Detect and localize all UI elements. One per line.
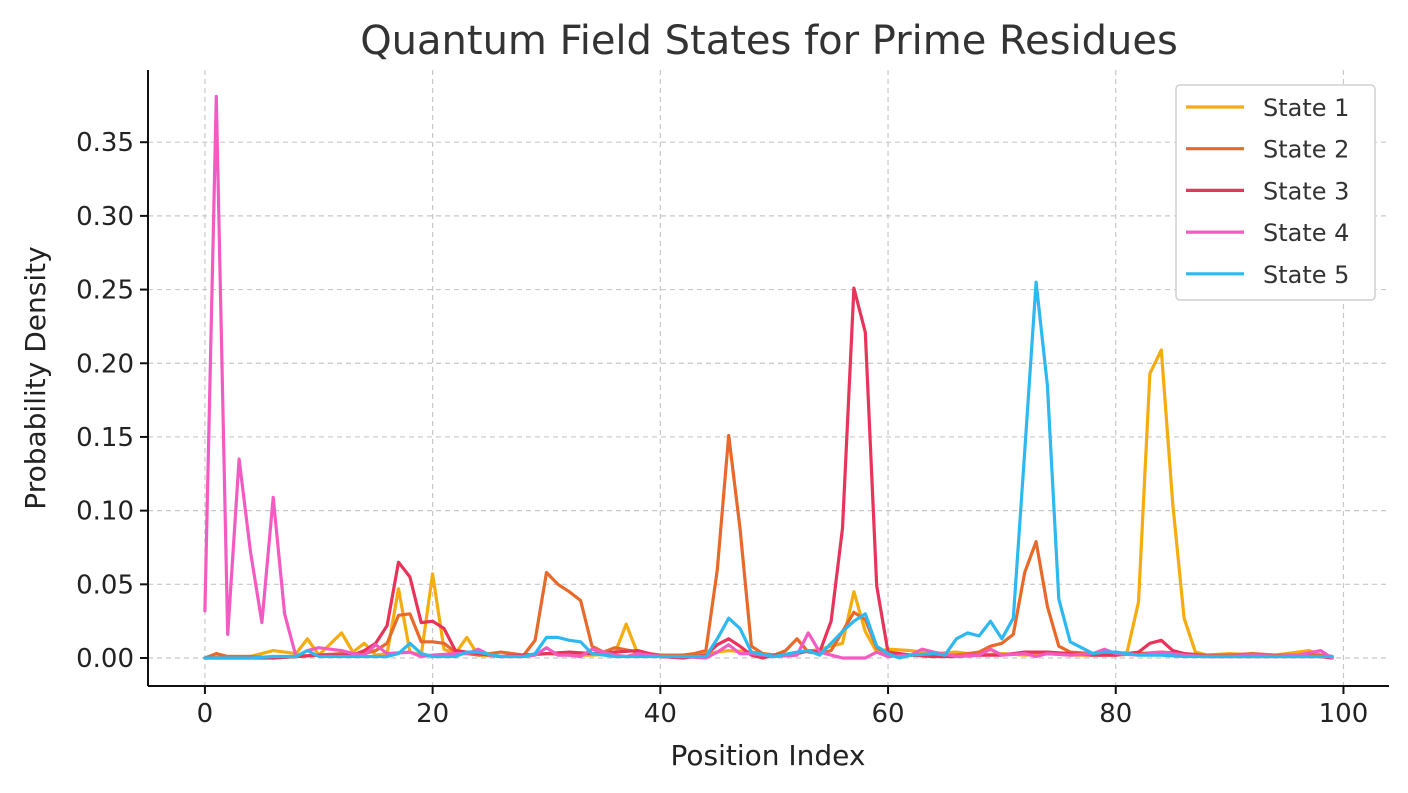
x-tick-label: 20 [416,699,449,729]
y-tick-label: 0.15 [76,423,134,453]
legend-label-state-1: State 1 [1263,94,1349,122]
x-tick-label: 80 [1099,699,1132,729]
x-axis-label: Position Index [670,739,865,772]
x-tick-label: 60 [871,699,904,729]
y-tick-label: 0.30 [76,202,134,232]
y-tick-label: 0.05 [76,570,134,600]
y-axis-label: Probability Density [19,246,52,509]
plot-area [203,94,1334,660]
legend-label-state-5: State 5 [1263,261,1349,289]
legend-label-state-3: State 3 [1263,177,1349,205]
series-line-state-2 [203,433,1334,660]
series-line-state-5 [203,280,1334,660]
y-tick-label: 0.00 [76,644,134,674]
x-tick-label: 40 [644,699,677,729]
y-tick-label: 0.20 [76,349,134,379]
y-tick-label: 0.25 [76,276,134,306]
legend: State 1 State 2 State 3 State 4 State 5 [1175,84,1376,301]
series-line-state-1 [203,348,1334,660]
chart-title: Quantum Field States for Prime Residues [360,18,1178,64]
y-tick-label: 0.35 [76,128,134,158]
y-tick-label: 0.10 [76,497,134,527]
x-tick-label: 100 [1319,699,1369,729]
ticks: 0 20 40 60 80 100 0.00 0.05 0.10 0.15 0.20 0.25 0.30… [76,128,1368,729]
legend-label-state-2: State 2 [1263,136,1349,164]
x-tick-label: 0 [197,699,214,729]
legend-label-state-4: State 4 [1263,219,1349,247]
legend-box [1175,84,1376,301]
series-line-state-3 [203,286,1334,660]
